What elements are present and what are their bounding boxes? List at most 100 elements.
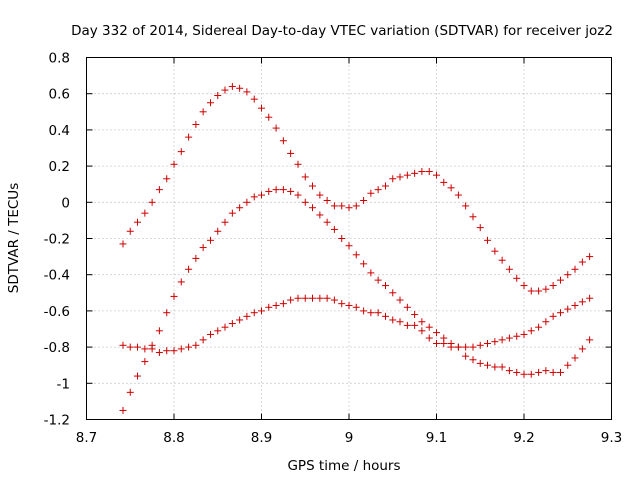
data-point [535, 287, 543, 295]
data-point [221, 86, 229, 94]
data-point [243, 198, 251, 206]
data-point [433, 171, 440, 179]
data-point [294, 191, 302, 199]
data-point [316, 191, 324, 199]
data-point [134, 343, 142, 351]
y-tick-label: 0 [61, 195, 70, 211]
data-point [330, 225, 338, 233]
data-point [411, 321, 419, 329]
data-point [549, 312, 557, 320]
data-point [250, 193, 258, 201]
data-point [214, 227, 222, 235]
data-point [214, 327, 222, 335]
data-point [469, 356, 477, 364]
data-point [141, 358, 149, 366]
data-point [258, 104, 265, 112]
data-point [228, 320, 236, 328]
data-point [433, 329, 440, 337]
data-point [309, 182, 317, 190]
data-point [141, 209, 149, 217]
data-point [389, 175, 397, 183]
data-point [389, 289, 397, 297]
data-point [309, 204, 317, 212]
data-point [301, 198, 309, 206]
data-point [309, 294, 317, 302]
x-tick-label: 8.9 [251, 430, 272, 446]
data-point [170, 347, 178, 355]
data-point [338, 235, 346, 242]
data-point [542, 285, 550, 293]
data-point [578, 345, 586, 353]
data-point [374, 309, 382, 317]
data-point [250, 95, 258, 103]
data-point [119, 341, 127, 349]
data-point [236, 84, 244, 92]
data-point [294, 160, 302, 168]
data-point [192, 254, 200, 262]
data-point [287, 187, 295, 195]
data-point [134, 218, 142, 226]
data-point [272, 301, 280, 309]
data-point [484, 236, 492, 244]
y-tick-label: -1 [57, 376, 70, 392]
data-point [505, 334, 513, 342]
data-point [513, 332, 521, 340]
data-point [491, 363, 499, 371]
data-point [586, 294, 594, 302]
data-point [520, 282, 528, 290]
series-1 [119, 82, 594, 295]
data-point [571, 301, 579, 309]
data-point [206, 99, 214, 107]
data-point [126, 343, 134, 351]
data-point [484, 339, 492, 347]
data-point [323, 218, 331, 226]
data-point [141, 345, 149, 353]
data-point [433, 339, 440, 347]
data-point [447, 343, 455, 351]
data-point [236, 204, 244, 212]
data-point [316, 294, 324, 302]
data-point [199, 108, 207, 116]
data-point [462, 352, 470, 360]
data-point [345, 204, 353, 212]
data-point [403, 303, 411, 311]
data-point [469, 213, 477, 221]
data-point [578, 298, 586, 306]
data-point [520, 370, 528, 378]
data-point [206, 330, 214, 338]
data-point [447, 184, 455, 192]
data-point [440, 178, 448, 186]
y-tick-label: 0.8 [49, 51, 70, 67]
data-point [185, 265, 193, 273]
y-tick-labels: -1.2 -1 -0.8 -0.6 -0.4 -0.2 0 0.2 0.4 0.6 0.8 [44, 51, 70, 429]
data-point [287, 296, 295, 304]
data-point [505, 367, 513, 375]
x-tick-label: 8.7 [76, 430, 97, 446]
data-point [185, 343, 193, 351]
data-point [498, 256, 506, 264]
data-point [367, 189, 375, 197]
data-point [134, 372, 142, 380]
data-point [126, 227, 134, 235]
data-point [462, 202, 470, 210]
series-2 [119, 186, 594, 414]
data-point [214, 92, 222, 100]
data-point [330, 202, 338, 210]
data-point [586, 336, 594, 344]
data-point [155, 327, 163, 335]
data-point [243, 88, 251, 96]
data-point [352, 251, 360, 259]
data-point [367, 309, 375, 317]
data-point [367, 269, 375, 277]
data-point [411, 311, 419, 319]
data-point [294, 294, 302, 302]
data-point [352, 303, 360, 311]
data-point [330, 296, 338, 304]
data-point [258, 191, 265, 199]
data-point [381, 182, 389, 190]
data-point [258, 307, 265, 315]
data-point [352, 202, 360, 210]
data-point [454, 191, 462, 199]
data-point [527, 287, 535, 295]
